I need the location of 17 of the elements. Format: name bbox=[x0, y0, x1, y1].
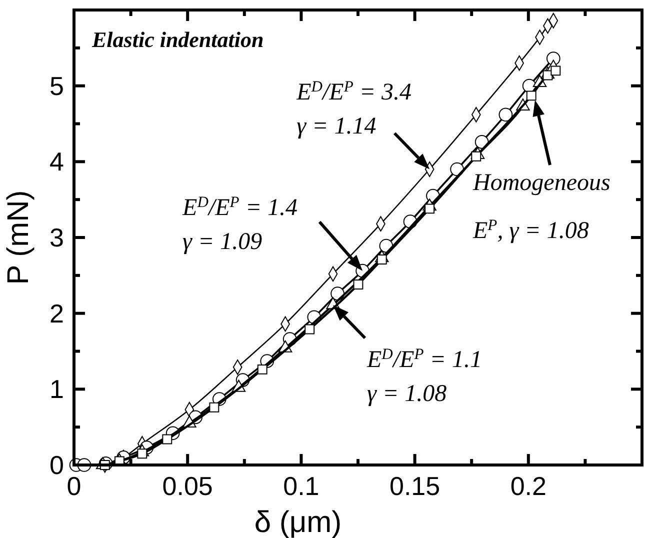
x-tick-label: 0.05 bbox=[162, 471, 213, 501]
y-tick-label: 2 bbox=[50, 298, 64, 328]
x-axis-title: δ (μm) bbox=[254, 506, 342, 538]
y-tick-label: 4 bbox=[50, 146, 64, 177]
annotation: E$^{D}$/E$^{P}$ = 1.1 γ = 1.08 bbox=[366, 345, 482, 407]
y-axis-title: P (mN) bbox=[2, 190, 35, 285]
x-tick-label: 0.2 bbox=[510, 471, 546, 501]
annotation: E$^{D}$/E$^{P}$ = 3.4 γ = 1.14 bbox=[296, 78, 412, 140]
x-tick-label: 0.15 bbox=[389, 471, 440, 501]
y-tick-label: 3 bbox=[50, 222, 64, 252]
x-tick-label: 0.1 bbox=[283, 471, 320, 501]
y-tick-label: 0 bbox=[50, 450, 64, 480]
annotation: Homogeneous E$^{P}$, γ = 1.08 bbox=[472, 170, 610, 244]
y-tick-label: 5 bbox=[50, 70, 64, 101]
y-tick-label: 1 bbox=[50, 374, 64, 404]
annotation: E$^{D}$/E$^{P}$ = 1.4 γ = 1.09 bbox=[182, 193, 298, 255]
annotation: Elastic indentation bbox=[91, 27, 264, 52]
